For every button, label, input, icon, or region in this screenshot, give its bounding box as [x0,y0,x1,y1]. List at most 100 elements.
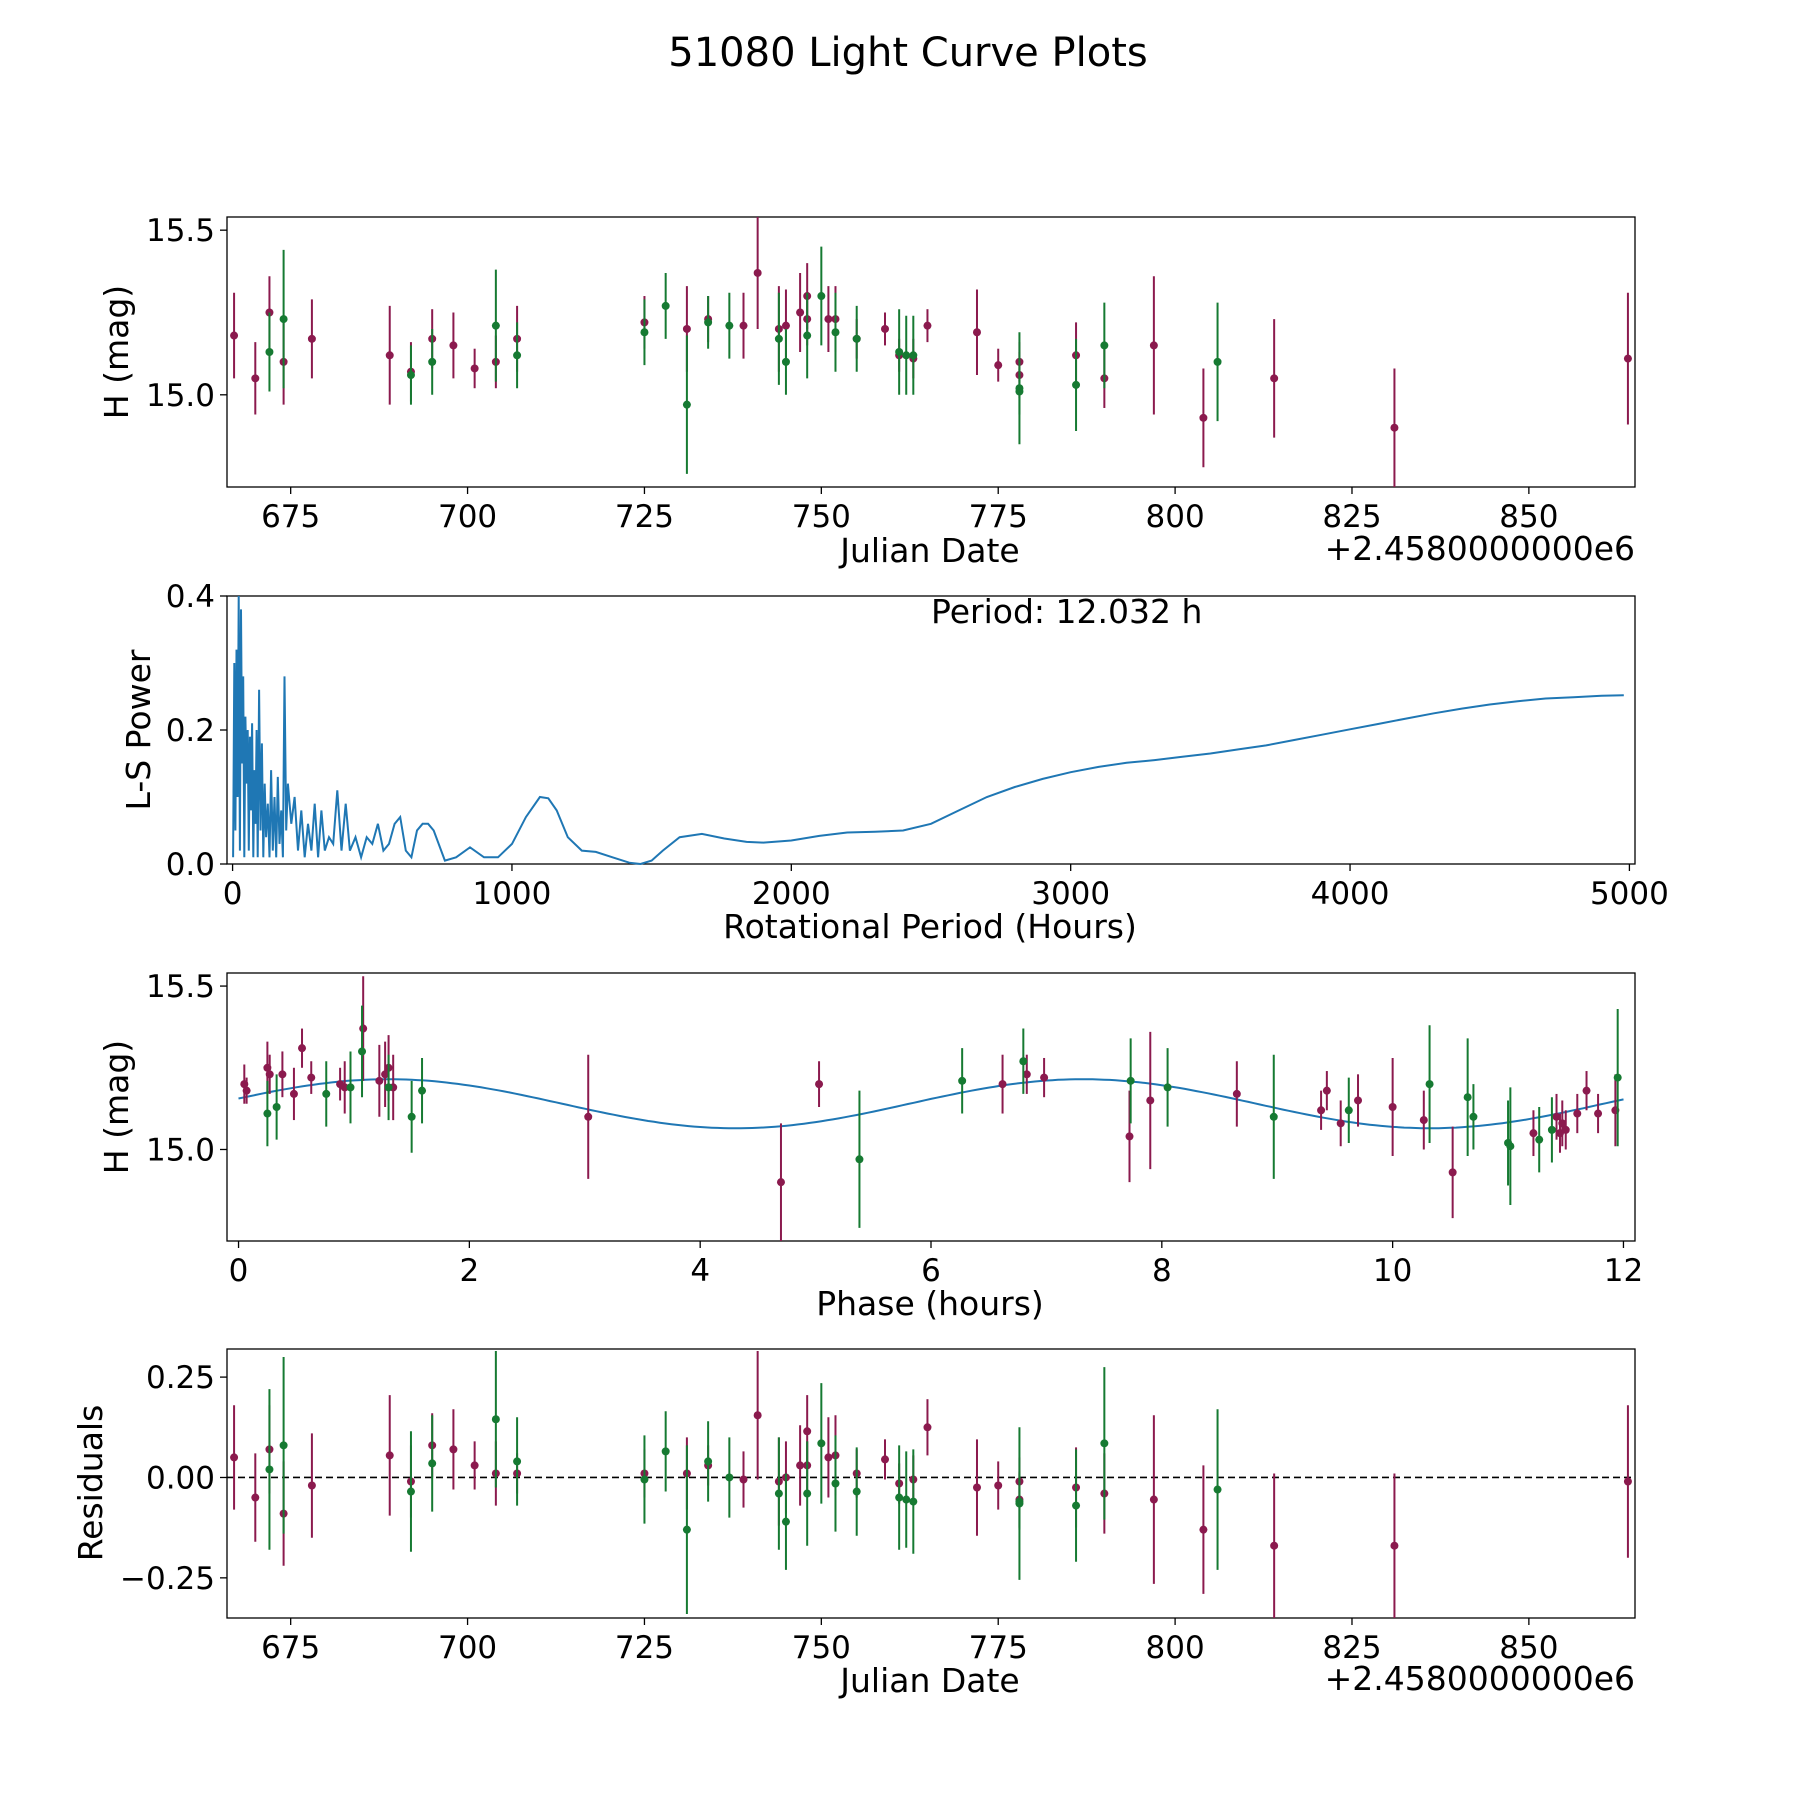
data-point-r [449,341,458,350]
data-point-g [781,1517,790,1526]
x-tick-label: 825 [1322,1630,1381,1666]
data-point-r [796,1461,805,1470]
data-point-g [774,1489,783,1498]
data-point-r [739,1475,748,1484]
data-point-r [242,1086,251,1095]
phased-xticks: 0 2 4 6 8 10 12 [229,1241,1643,1289]
data-point-g [725,1473,734,1482]
panel-periodogram: 0 1000 2000 3000 4000 5000 0.0 0.2 0.4 Period: … [119,579,1669,946]
data-point-r [1149,341,1158,350]
periodogram-xlabel: Rotational Period (Hours) [723,907,1137,946]
data-point-g [852,1487,861,1496]
data-point-g [1100,1439,1109,1448]
x-tick-label: 675 [261,499,320,535]
residuals-yticks: −0.25 0.00 0.25 [120,1360,227,1597]
residuals-xticks: 675 700 725 750 775 800 825 850 [261,1618,1558,1666]
x-tick-label: 1000 [472,876,551,912]
y-tick-label: 0.0 [166,847,215,883]
data-point-g [1463,1093,1472,1102]
y-tick-label: 15.0 [146,1132,215,1168]
y-tick-label: 0.25 [146,1360,215,1396]
data-point-r [881,324,890,333]
data-point-g [1015,387,1024,396]
x-tick-label: 6 [921,1253,941,1289]
data-point-r [1354,1096,1363,1105]
lightcurve-ylabel: H (mag) [97,285,136,419]
lightcurve-xticks: 675 700 725 750 775 800 825 850 [261,487,1558,535]
phased-ylabel: H (mag) [97,1040,136,1174]
data-point-r [753,1411,762,1420]
data-point-r [1322,1086,1331,1095]
x-tick-label: 0 [229,1253,249,1289]
data-point-r [1022,1070,1031,1079]
data-point-g [1469,1112,1478,1121]
x-tick-label: 12 [1604,1253,1643,1289]
data-point-g [358,1047,367,1056]
data-point-r [1529,1129,1538,1138]
residuals-ylabel: Residuals [71,1405,110,1562]
data-point-g [491,1415,500,1424]
data-point-g [491,321,500,330]
data-point-r [923,1423,932,1432]
data-point-g [1072,1501,1081,1510]
residuals-axes-frame [226,1348,1636,1619]
data-point-r [340,1083,349,1092]
data-point-r [307,1073,316,1082]
data-point-g [902,351,911,360]
x-tick-label: 725 [615,499,674,535]
data-point-g [1163,1083,1172,1092]
data-point-g [831,1479,840,1488]
lightcurve-xlabel: Julian Date [838,531,1020,570]
data-point-g [682,400,691,409]
y-tick-label: 15.0 [146,378,215,414]
data-point-r [251,374,260,383]
data-point-r [824,1453,833,1462]
data-point-g [958,1076,967,1085]
x-tick-label: 700 [438,499,497,535]
data-point-g [902,1495,911,1504]
x-tick-label: 4 [690,1253,710,1289]
x-tick-label: 5000 [1590,876,1669,912]
x-tick-label: 750 [792,499,851,535]
data-point-r [449,1445,458,1454]
data-point-r [739,321,748,330]
data-point-g [725,321,734,330]
data-point-g [895,1493,904,1502]
phased-xlabel: Phase (hours) [816,1284,1044,1323]
data-point-r [278,1070,287,1079]
data-point-r [1419,1116,1428,1125]
data-point-g [1100,341,1109,350]
data-point-g [428,357,437,366]
data-point-r [1558,1119,1567,1128]
y-tick-label: 15.5 [146,969,215,1005]
lightcurve-offset-label: +2.4580000000e6 [1325,529,1635,568]
data-point-r [1561,1125,1570,1134]
data-point-r [265,1070,274,1079]
data-point-r [289,1089,298,1098]
data-point-g [1425,1080,1434,1089]
data-point-r [230,1453,239,1462]
x-tick-label: 3000 [1031,876,1110,912]
data-point-r [1125,1132,1134,1141]
x-tick-label: 10 [1373,1253,1412,1289]
data-point-r [307,334,316,343]
data-point-r [1146,1096,1155,1105]
data-point-r [1317,1106,1326,1115]
periodogram-xticks: 0 1000 2000 3000 4000 5000 [223,864,1669,912]
data-point-g [265,1465,274,1474]
data-point-g [513,351,522,360]
data-point-r [994,361,1003,370]
data-point-g [855,1155,864,1164]
data-point-r [776,1178,785,1187]
data-point-r [1448,1168,1457,1177]
data-point-g [704,1457,713,1466]
periodogram-line [232,595,1624,866]
periodogram-ylabel: L-S Power [119,649,158,810]
data-point-r [824,315,833,324]
x-tick-label: 800 [1146,499,1205,535]
data-point-g [895,348,904,356]
data-point-r [298,1044,307,1053]
data-point-r [972,328,981,337]
data-point-g [909,1497,918,1506]
data-point-r [584,1112,593,1121]
